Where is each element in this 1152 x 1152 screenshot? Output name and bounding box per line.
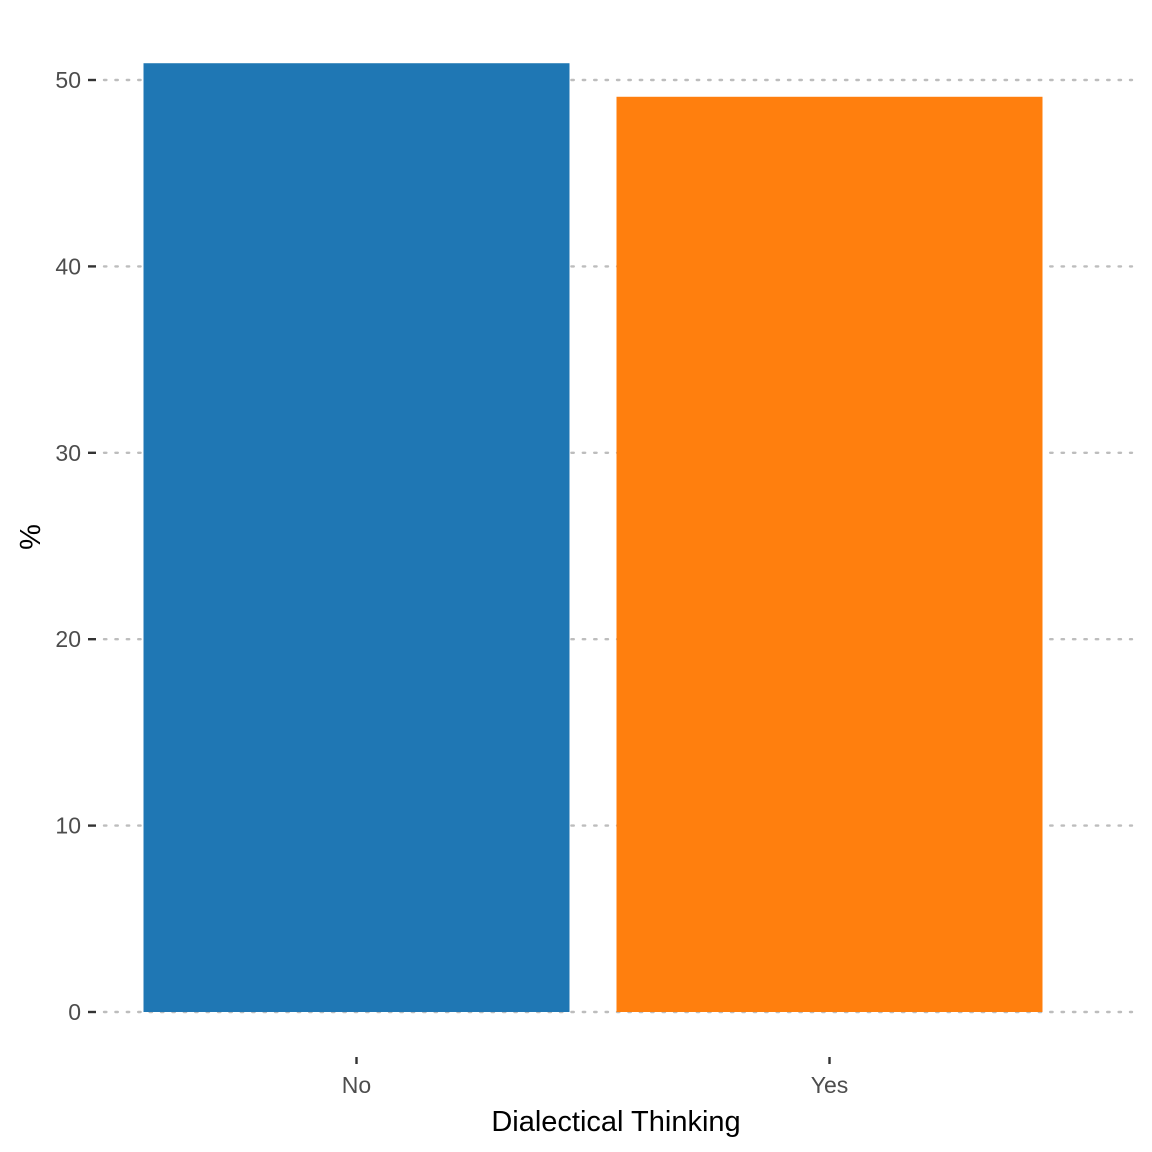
- x-axis: No Yes: [342, 1057, 848, 1098]
- y-tick-label: 30: [55, 440, 81, 466]
- bar-yes: [616, 96, 1043, 1012]
- y-axis-title: %: [15, 524, 47, 550]
- bars: [143, 63, 1043, 1012]
- y-tick-label: 10: [55, 813, 81, 839]
- y-tick-label: 0: [68, 999, 81, 1025]
- y-tick-label: 40: [55, 253, 81, 279]
- x-tick-label: Yes: [811, 1072, 849, 1098]
- y-tick-label: 20: [55, 626, 81, 652]
- x-tick-label: No: [342, 1072, 371, 1098]
- x-axis-title: Dialectical Thinking: [491, 1106, 740, 1138]
- bar-no: [143, 63, 570, 1012]
- y-tick-label: 50: [55, 67, 81, 93]
- y-axis: 0 10 20 30 40 50: [55, 67, 96, 1025]
